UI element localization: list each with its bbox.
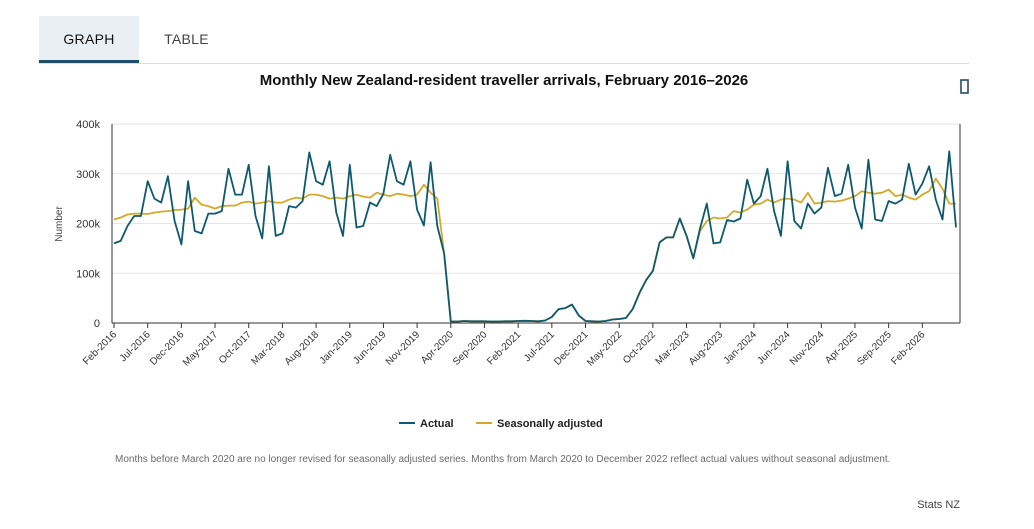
legend-label-actual: Actual bbox=[420, 418, 454, 430]
x-tick-label: Aug-2018 bbox=[283, 329, 322, 368]
x-tick-label: Mar-2023 bbox=[654, 329, 692, 367]
x-tick-label: Mar-2018 bbox=[249, 329, 287, 367]
x-tick-label: Sep-2025 bbox=[855, 329, 894, 368]
view-tabs: GRAPH TABLE bbox=[39, 16, 969, 64]
x-tick-label: May-2017 bbox=[181, 329, 221, 369]
series-line-seasonally-adjusted bbox=[113, 177, 956, 323]
series-lines bbox=[113, 150, 957, 323]
series-line-actual bbox=[113, 150, 957, 323]
y-tick-label: 200k bbox=[76, 219, 100, 231]
y-axis-label: Number bbox=[54, 206, 65, 242]
y-tick-label: 100k bbox=[76, 268, 100, 280]
x-axis: Feb-2016Jul-2016Dec-2016May-2017Oct-2017… bbox=[81, 323, 928, 369]
x-tick-label: Jun-2024 bbox=[755, 329, 793, 367]
x-tick-label: Jan-2019 bbox=[318, 329, 356, 367]
menu-icon[interactable] bbox=[958, 78, 972, 96]
x-tick-label: Jan-2024 bbox=[722, 329, 760, 367]
chart-title: Monthly New Zealand-resident traveller a… bbox=[260, 72, 749, 89]
x-tick-label: Sep-2020 bbox=[451, 329, 490, 368]
x-tick-label: Oct-2017 bbox=[217, 329, 254, 366]
x-tick-label: Feb-2026 bbox=[889, 329, 927, 367]
x-tick-label: May-2022 bbox=[585, 329, 625, 369]
chart: Monthly New Zealand-resident traveller a… bbox=[54, 72, 961, 430]
y-axis: 0 100k 200k 300k 400k bbox=[76, 119, 961, 330]
y-tick-label: 400k bbox=[76, 119, 100, 131]
tab-graph[interactable]: GRAPH bbox=[39, 16, 139, 63]
x-tick-label: Aug-2023 bbox=[687, 329, 726, 368]
legend-label-seasonal: Seasonally adjusted bbox=[497, 418, 603, 430]
y-tick-label: 0 bbox=[94, 318, 100, 330]
footnote: Months before March 2020 are no longer r… bbox=[115, 454, 891, 465]
x-tick-label: Feb-2021 bbox=[485, 329, 523, 367]
grid bbox=[112, 123, 960, 324]
x-tick-label: Feb-2016 bbox=[81, 329, 119, 367]
y-tick-label: 300k bbox=[76, 169, 100, 181]
tab-table[interactable]: TABLE bbox=[164, 31, 209, 47]
x-tick-label: Nov-2019 bbox=[384, 329, 423, 368]
x-tick-label: Oct-2022 bbox=[621, 329, 658, 366]
x-tick-label: Jun-2019 bbox=[351, 329, 389, 367]
source-credit: Stats NZ bbox=[917, 499, 960, 511]
legend: Actual Seasonally adjusted bbox=[399, 418, 603, 430]
x-tick-label: Nov-2024 bbox=[788, 329, 827, 368]
